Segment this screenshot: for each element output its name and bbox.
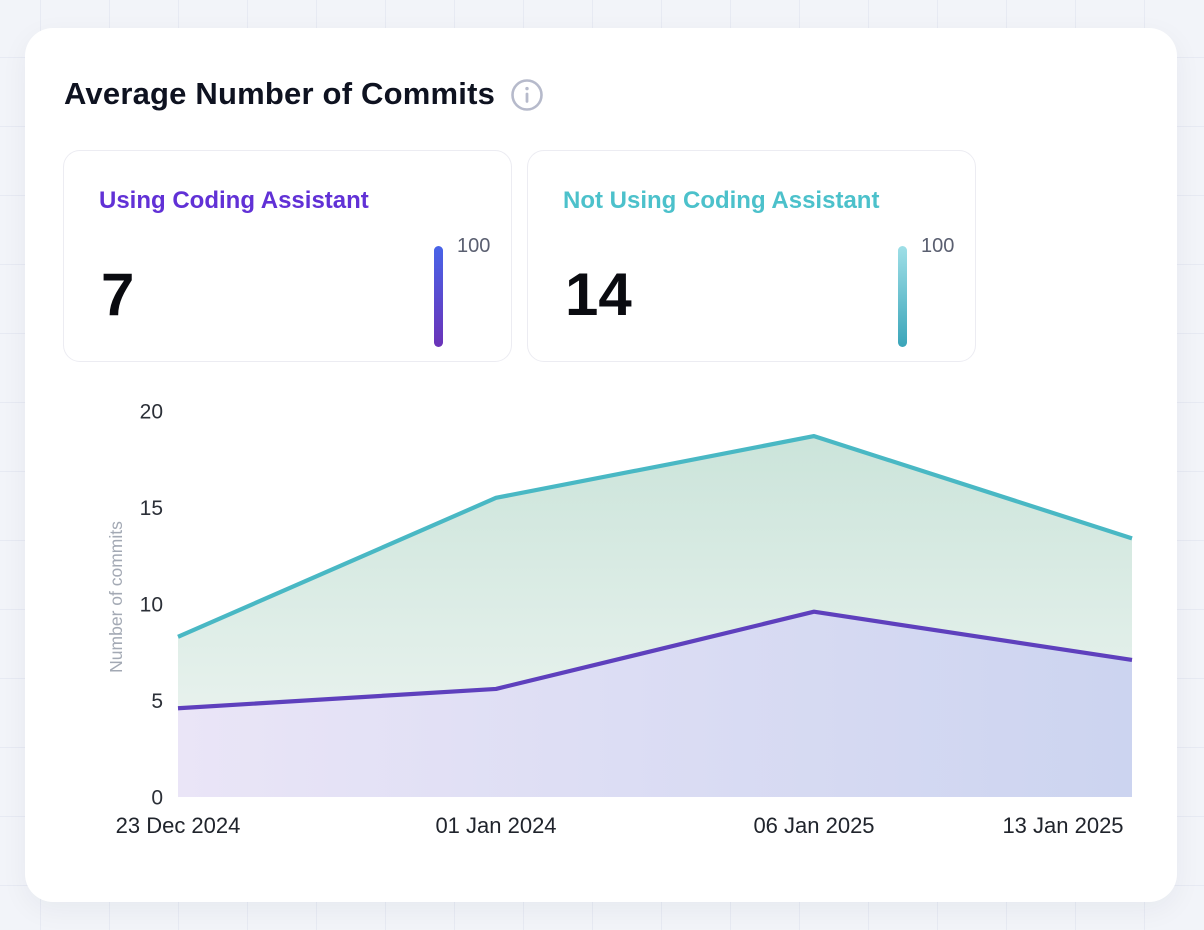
stat-label: Using Coding Assistant	[99, 187, 369, 214]
stat-label: Not Using Coding Assistant	[563, 187, 880, 214]
stat-card-using-assistant: Using Coding Assistant 7 100	[63, 150, 512, 362]
stat-scale-max: 100	[457, 235, 491, 257]
stats-row: Using Coding Assistant 7 100 Not Using C…	[63, 150, 1140, 362]
line-not-using-assistant	[177, 433, 1133, 639]
page-title: Average Number of Commits	[64, 75, 496, 111]
x-tick-label: 01 Jan 2024	[435, 813, 556, 838]
y-tick-label: 5	[151, 690, 163, 713]
x-tick-label: 13 Jan 2025	[1002, 813, 1123, 838]
stat-value: 14	[565, 261, 632, 328]
line-using-assistant	[177, 609, 1133, 711]
stat-scale-max: 100	[921, 235, 955, 257]
chart-area: 0 5 10 15 20 Number of commits 23 Dec 2024 01 J…	[100, 400, 1140, 850]
x-tick-label: 06 Jan 2025	[753, 813, 874, 838]
stat-gauge-bar	[434, 246, 443, 347]
stat-gauge-bar	[898, 246, 907, 347]
y-tick-label: 15	[140, 497, 163, 520]
y-axis-title: Number of commits	[106, 521, 126, 673]
commits-area-chart: 0 5 10 15 20 Number of commits 23 Dec 2024 01 J…	[106, 401, 1133, 838]
y-tick-label: 20	[140, 401, 163, 424]
commits-panel: Average Number of Commits Using Coding A…	[25, 28, 1177, 902]
area-using-assistant	[178, 611, 1132, 797]
stat-value: 7	[101, 261, 135, 328]
info-icon[interactable]	[510, 78, 544, 112]
y-tick-label: 0	[151, 787, 163, 810]
panel-header: Average Number of Commits	[64, 75, 1140, 112]
x-tick-label: 23 Dec 2024	[116, 813, 241, 838]
y-tick-label: 10	[140, 594, 163, 617]
stat-card-not-using-assistant: Not Using Coding Assistant 14 100	[527, 150, 976, 362]
